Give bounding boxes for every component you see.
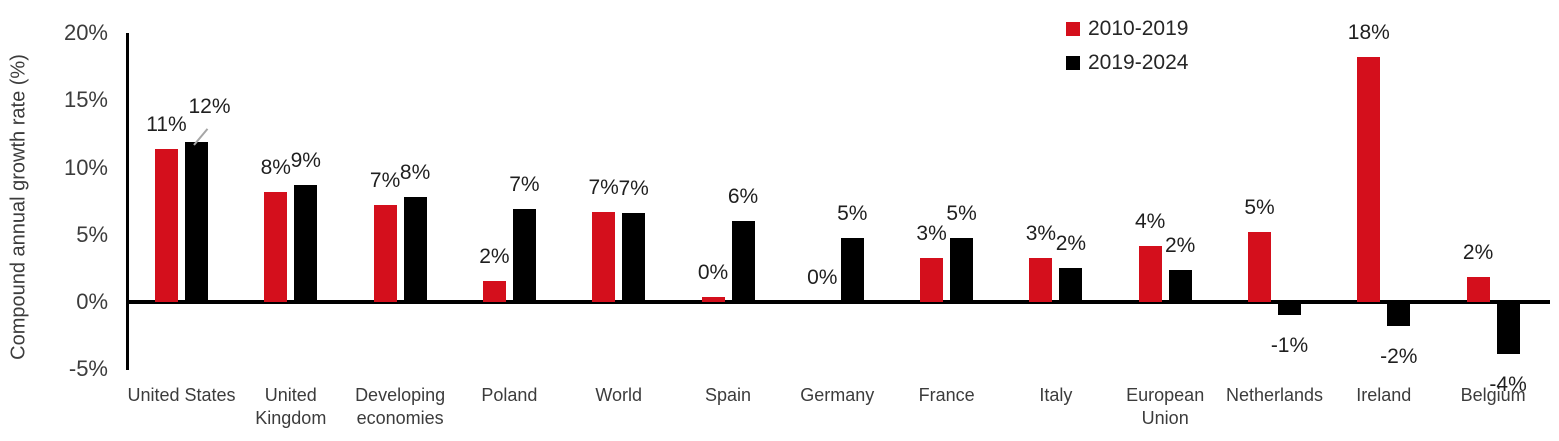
bar-2010-2019 bbox=[482, 280, 506, 302]
category-label: Italy bbox=[1039, 385, 1073, 405]
data-label-2010-2019: 0% bbox=[807, 266, 838, 289]
y-tick-label: 5% bbox=[76, 221, 108, 247]
y-axis-line bbox=[126, 33, 129, 370]
data-label-2019-2024: 12% bbox=[188, 95, 231, 119]
category-label: United States bbox=[127, 385, 236, 405]
bar-2010-2019 bbox=[1138, 245, 1162, 302]
data-label-2019-2024: -4% bbox=[1489, 372, 1527, 396]
bar-2019-2024 bbox=[840, 237, 864, 302]
bar-2019-2024 bbox=[622, 213, 646, 302]
legend-swatch-icon bbox=[1066, 55, 1080, 70]
category-label: Germany bbox=[800, 385, 875, 405]
bar-2019-2024 bbox=[512, 209, 536, 302]
data-label-2010-2019: 11% bbox=[146, 112, 187, 136]
category-label: France bbox=[918, 385, 975, 405]
bar-2019-2024 bbox=[185, 142, 208, 302]
data-label-2010-2019: 0% bbox=[697, 260, 729, 284]
data-label-2010-2019: 18% bbox=[1347, 21, 1390, 45]
data-label-2010-2019: 2% bbox=[1462, 240, 1494, 264]
y-tick-label: -5% bbox=[68, 356, 108, 382]
bar-2019-2024 bbox=[1496, 304, 1520, 354]
data-label-2019-2024: 9% bbox=[290, 149, 321, 173]
category-label: Netherlands bbox=[1225, 385, 1324, 405]
bar-2010-2019 bbox=[155, 148, 178, 302]
data-label-2019-2024: -1% bbox=[1270, 333, 1309, 357]
bar-2019-2024 bbox=[1387, 304, 1411, 326]
y-tick-label: 10% bbox=[63, 154, 108, 180]
data-label-2010-2019: 2% bbox=[479, 244, 510, 268]
bar-2019-2024 bbox=[294, 185, 318, 302]
bar-2010-2019 bbox=[264, 191, 288, 302]
data-label-2010-2019: 5% bbox=[1244, 196, 1275, 220]
bar-2019-2024 bbox=[403, 197, 427, 302]
data-label-2019-2024: 5% bbox=[837, 201, 868, 225]
data-label-2019-2024: 5% bbox=[946, 201, 977, 225]
data-label-2019-2024: -2% bbox=[1380, 344, 1418, 368]
legend-item: 2019-2024 bbox=[1066, 50, 1188, 75]
x-axis-line bbox=[126, 300, 1550, 304]
category-label: European Union bbox=[1126, 385, 1205, 428]
data-label-2019-2024: 7% bbox=[618, 177, 649, 201]
y-tick-label: 15% bbox=[63, 87, 108, 113]
data-label-2019-2024: 8% bbox=[399, 161, 431, 185]
legend: 2010-2019 2019-2024 bbox=[1066, 16, 1188, 75]
bar-2010-2019 bbox=[920, 257, 944, 302]
bar-2019-2024 bbox=[1059, 268, 1083, 302]
legend-item: 2010-2019 bbox=[1066, 16, 1188, 41]
bar-2010-2019 bbox=[373, 205, 397, 302]
bar-2019-2024 bbox=[950, 237, 974, 302]
bar-2010-2019 bbox=[1466, 276, 1490, 302]
data-label-2019-2024: 7% bbox=[509, 173, 540, 197]
category-label: Developing economies bbox=[355, 385, 446, 428]
legend-label: 2010-2019 bbox=[1088, 16, 1189, 40]
legend-label: 2019-2024 bbox=[1088, 50, 1189, 74]
category-label: United Kingdom bbox=[255, 385, 327, 428]
legend-swatch-icon bbox=[1066, 21, 1080, 36]
data-label-2019-2024: 2% bbox=[1165, 233, 1196, 257]
y-tick-label: 20% bbox=[63, 20, 108, 46]
bar-2010-2019 bbox=[1029, 257, 1053, 302]
data-label-2019-2024: 2% bbox=[1055, 232, 1087, 256]
data-label-2010-2019: 3% bbox=[916, 221, 947, 245]
data-label-2010-2019: 8% bbox=[260, 155, 291, 179]
bar-2010-2019 bbox=[592, 212, 616, 302]
bar-2010-2019 bbox=[701, 296, 725, 302]
bar-2019-2024 bbox=[1168, 269, 1192, 302]
category-label: Spain bbox=[704, 385, 752, 405]
bar-2010-2019 bbox=[1357, 57, 1381, 302]
data-label-2010-2019: 3% bbox=[1025, 221, 1057, 245]
bar-2019-2024 bbox=[1278, 304, 1301, 315]
data-label-2010-2019: 7% bbox=[369, 169, 401, 193]
category-label: Ireland bbox=[1356, 385, 1412, 405]
bar-2010-2019 bbox=[1248, 232, 1271, 302]
category-label: World bbox=[595, 385, 643, 405]
category-label: Poland bbox=[481, 385, 538, 405]
bar-2019-2024 bbox=[731, 221, 755, 302]
data-label-2019-2024: 6% bbox=[727, 185, 759, 209]
y-tick-label: 0% bbox=[76, 289, 108, 314]
category-label: Belgium bbox=[1460, 385, 1526, 405]
data-label-2010-2019: 7% bbox=[588, 176, 619, 199]
data-label-2010-2019: 4% bbox=[1135, 209, 1166, 233]
